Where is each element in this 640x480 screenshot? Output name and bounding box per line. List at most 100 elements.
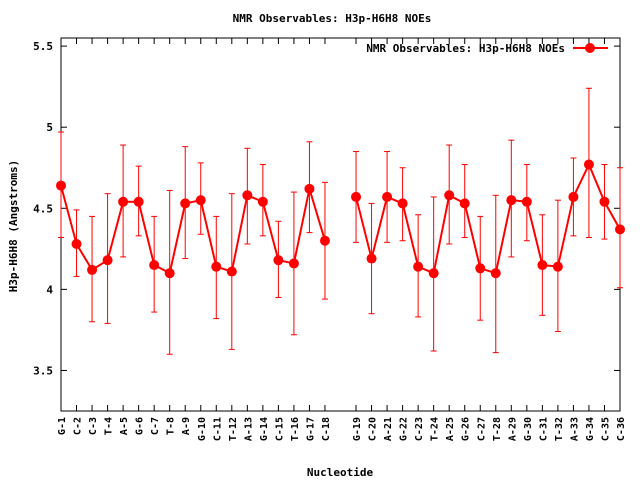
series-segment bbox=[401, 203, 420, 267]
x-tick-label: T-16 bbox=[290, 417, 301, 441]
chart-title: NMR Observables: H3p-H6H8 NOEs bbox=[233, 12, 432, 25]
x-tick-label: A-13 bbox=[243, 417, 254, 441]
y-tick-label: 4 bbox=[46, 283, 53, 296]
data-point bbox=[459, 198, 470, 209]
series-segment bbox=[370, 196, 389, 259]
series-line-group bbox=[60, 164, 621, 275]
y-tick-label: 4.5 bbox=[33, 202, 53, 215]
data-point bbox=[521, 196, 532, 207]
x-tick-label: G-30 bbox=[523, 417, 534, 441]
x-tick-label: G-1 bbox=[57, 417, 68, 435]
x-axis-ticks: G-1 C-2 C-3 T-4 A-5 G-6 C-7 T-8 A-9 G-10 C-11 T-12 A… bbox=[57, 38, 627, 441]
data-point bbox=[475, 263, 486, 274]
y-axis-label: H3p-H6H8 (Angstroms) bbox=[7, 160, 20, 292]
x-tick-label: C-35 bbox=[600, 417, 611, 441]
data-points bbox=[56, 159, 625, 279]
x-tick-label: G-34 bbox=[585, 417, 596, 441]
data-point bbox=[180, 198, 191, 209]
legend-label: NMR Observables: H3p-H6H8 NOEs bbox=[366, 42, 565, 55]
data-point bbox=[242, 190, 253, 201]
x-tick-label: G-19 bbox=[352, 417, 363, 441]
x-tick-label: C-23 bbox=[414, 417, 425, 441]
data-point bbox=[226, 266, 237, 277]
x-tick-label: G-10 bbox=[197, 417, 208, 441]
x-tick-label: C-11 bbox=[212, 417, 223, 441]
series-segment bbox=[603, 201, 621, 230]
data-point bbox=[397, 198, 408, 209]
data-point bbox=[164, 268, 175, 279]
series-segment bbox=[60, 185, 78, 245]
x-tick-label: C-15 bbox=[274, 417, 285, 441]
data-point bbox=[149, 260, 160, 271]
x-tick-label: C-2 bbox=[73, 417, 84, 435]
x-tick-label: G-6 bbox=[135, 417, 146, 435]
x-tick-label: C-18 bbox=[321, 417, 332, 441]
data-point bbox=[428, 268, 439, 279]
series-segment bbox=[308, 188, 326, 242]
series-segment bbox=[199, 199, 218, 267]
series-segment bbox=[292, 188, 311, 264]
series-segment bbox=[75, 243, 93, 271]
legend-marker bbox=[585, 43, 595, 53]
x-tick-label: G-17 bbox=[305, 417, 316, 441]
series-segment bbox=[525, 201, 544, 266]
x-tick-label: A-9 bbox=[181, 417, 192, 435]
data-point bbox=[599, 196, 610, 207]
series-segment bbox=[261, 201, 280, 261]
data-point bbox=[102, 255, 113, 266]
x-tick-label: T-4 bbox=[104, 417, 115, 435]
x-tick-label: A-21 bbox=[383, 417, 394, 441]
x-tick-label: C-3 bbox=[88, 417, 99, 435]
data-point bbox=[87, 264, 98, 275]
data-point bbox=[118, 196, 129, 207]
series-segment bbox=[230, 195, 249, 272]
x-tick-label: C-27 bbox=[476, 417, 487, 441]
data-point bbox=[56, 180, 66, 191]
data-point bbox=[382, 191, 393, 202]
data-point bbox=[288, 258, 299, 269]
data-point bbox=[211, 261, 222, 272]
data-point bbox=[195, 195, 206, 206]
data-point bbox=[71, 238, 82, 249]
x-tick-label: A-29 bbox=[507, 417, 518, 441]
x-tick-label: A-25 bbox=[445, 417, 456, 441]
x-tick-label: C-36 bbox=[616, 417, 627, 441]
series-segment bbox=[572, 164, 590, 198]
data-point bbox=[568, 191, 579, 202]
data-point bbox=[319, 235, 330, 246]
x-tick-label: A-33 bbox=[569, 417, 580, 441]
series-segment bbox=[432, 195, 451, 274]
data-point bbox=[583, 159, 594, 170]
y-tick-label: 5 bbox=[46, 121, 53, 134]
series-segment bbox=[106, 201, 125, 261]
data-point bbox=[506, 195, 517, 206]
data-point bbox=[615, 224, 625, 235]
y-tick-label: 5.5 bbox=[33, 40, 53, 53]
x-axis-label: Nucleotide bbox=[307, 466, 374, 479]
x-tick-label: T-28 bbox=[492, 417, 503, 441]
y-tick-label: 3.5 bbox=[33, 364, 53, 377]
series-segment bbox=[494, 199, 513, 274]
data-point bbox=[537, 260, 548, 271]
x-tick-label: T-24 bbox=[430, 417, 441, 441]
series-segment bbox=[137, 201, 156, 266]
data-point bbox=[257, 196, 268, 207]
data-point bbox=[490, 268, 501, 279]
data-point bbox=[366, 253, 377, 264]
data-point bbox=[413, 261, 424, 272]
x-tick-label: C-7 bbox=[150, 417, 161, 435]
series-segment bbox=[463, 203, 482, 269]
data-point bbox=[273, 255, 284, 266]
data-point bbox=[351, 191, 362, 202]
series-segment bbox=[556, 196, 575, 267]
data-point bbox=[552, 261, 563, 272]
x-tick-label: T-32 bbox=[554, 417, 565, 441]
x-tick-label: A-5 bbox=[119, 417, 130, 435]
y-axis-ticks: 3.5 4 4.5 5 5.5 bbox=[33, 40, 620, 377]
series-segment bbox=[168, 203, 187, 274]
x-tick-label: T-12 bbox=[228, 417, 239, 441]
legend: NMR Observables: H3p-H6H8 NOEs bbox=[366, 42, 608, 55]
x-tick-label: G-14 bbox=[259, 417, 270, 441]
